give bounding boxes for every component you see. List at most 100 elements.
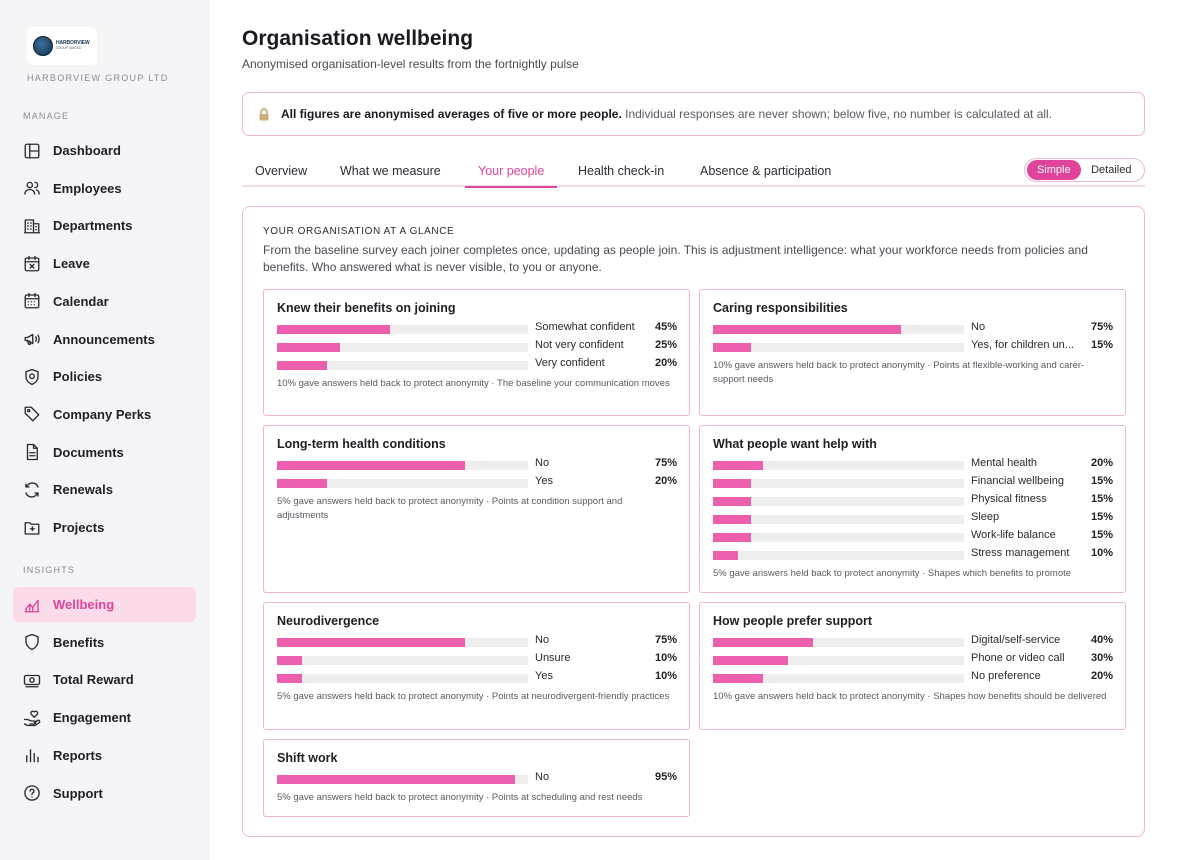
tab-your-people[interactable]: Your people [465, 155, 558, 188]
sidebar-item-calendar[interactable]: Calendar [13, 284, 196, 319]
bar-fill [713, 674, 763, 683]
bar-row: No 95% [277, 770, 677, 788]
bar-label: Unsure [535, 652, 571, 664]
bar-row: Phone or video call 30% [713, 651, 1113, 669]
bar-label: Work-life balance [971, 529, 1056, 541]
bar-fill [713, 497, 751, 506]
tab-what-we-measure[interactable]: What we measure [340, 163, 441, 178]
sidebar-item-engagement[interactable]: Engagement [13, 700, 196, 735]
bar-track [277, 461, 528, 470]
bar-fill [713, 479, 751, 488]
bar-row: Stress management 10% [713, 546, 1113, 564]
bar-row: No 75% [713, 320, 1113, 338]
bar-fill [713, 515, 751, 524]
money-icon [23, 671, 41, 689]
bar-row: Yes, for children un... 15% [713, 338, 1113, 356]
bar-fill [277, 775, 515, 784]
bar-row: Mental health 20% [713, 456, 1113, 474]
card-note: 10% gave answers held back to protect an… [277, 378, 670, 389]
bar-track [713, 343, 964, 352]
folder-icon [23, 519, 41, 537]
bar-track [277, 656, 528, 665]
bar-track [713, 533, 964, 542]
sidebar-item-employees[interactable]: Employees [13, 171, 196, 206]
bar-track [277, 479, 528, 488]
bar-label: Yes [535, 670, 553, 682]
bar-label: Yes, for children un... [971, 339, 1074, 351]
trend-icon [23, 596, 41, 614]
sidebar-item-dashboard[interactable]: Dashboard [13, 133, 196, 168]
bar-fill [713, 638, 813, 647]
bar-track [713, 551, 964, 560]
bar-percent: 45% [654, 321, 677, 333]
toggle-simple[interactable]: Simple [1027, 160, 1081, 180]
tag-icon [23, 405, 41, 423]
tab-health-check-in[interactable]: Health check-in [578, 163, 665, 178]
bar-track [277, 775, 528, 784]
sidebar-item-leave[interactable]: Leave [13, 246, 196, 281]
section-label-manage: MANAGE [23, 111, 70, 121]
stat-card: Long-term health conditions No 75% Yes 20% 5%… [263, 425, 690, 593]
bar-label: Very confident [535, 357, 605, 369]
sidebar-item-benefits[interactable]: Benefits [13, 625, 196, 660]
sidebar-item-projects[interactable]: Projects [13, 510, 196, 545]
bar-fill [277, 674, 302, 683]
bar-label: Somewhat confident [535, 321, 635, 333]
bar-percent: 20% [654, 475, 677, 487]
sidebar-item-label: Leave [53, 256, 90, 272]
bar-label: No [971, 321, 986, 333]
card-title: Shift work [277, 751, 338, 765]
bar-percent: 40% [1090, 634, 1113, 646]
sidebar-item-renewals[interactable]: Renewals [13, 472, 196, 507]
bar-fill [277, 638, 465, 647]
bar-row: Very confident 20% [277, 356, 677, 374]
document-icon [23, 443, 41, 461]
logo-emblem [33, 36, 53, 56]
refresh-icon [23, 481, 41, 499]
card-title: What people want help with [713, 437, 877, 451]
sidebar-item-total-reward[interactable]: Total Reward [13, 662, 196, 697]
stat-card: What people want help with Mental health 2… [699, 425, 1126, 593]
bar-label: Sleep [971, 511, 1000, 523]
sidebar-item-label: Support [53, 785, 103, 801]
sidebar-item-wellbeing[interactable]: Wellbeing [13, 587, 196, 622]
view-toggle: Simple Detailed [1024, 158, 1145, 182]
sidebar-item-label: Renewals [53, 482, 113, 498]
bar-label: Digital/self-service [971, 634, 1061, 646]
tab-absence-participation[interactable]: Absence & participation [700, 163, 832, 178]
bar-label: No [535, 457, 550, 469]
bar-percent: 15% [1090, 339, 1113, 351]
sidebar-item-label: Engagement [53, 710, 132, 726]
sidebar-item-departments[interactable]: Departments [13, 208, 196, 243]
bar-percent: 10% [654, 652, 677, 664]
users-icon [23, 179, 41, 197]
bar-row: Not very confident 25% [277, 338, 677, 356]
megaphone-icon [23, 330, 41, 348]
sidebar-item-support[interactable]: Support [13, 776, 196, 811]
sidebar-item-company-perks[interactable]: Company Perks [13, 397, 196, 432]
bar-percent: 75% [654, 634, 677, 646]
bar-percent: 10% [654, 670, 677, 682]
card-note: 10% gave answers held back to protect an… [713, 360, 1085, 385]
sidebar-item-policies[interactable]: Policies [13, 359, 196, 394]
toggle-detailed[interactable]: Detailed [1091, 164, 1132, 176]
bar-percent: 95% [654, 771, 677, 783]
sidebar-item-announcements[interactable]: Announcements [13, 322, 196, 357]
bar-track [277, 343, 528, 352]
tab-overview[interactable]: Overview [255, 163, 308, 178]
bar-percent: 15% [1090, 475, 1113, 487]
bar-fill [713, 343, 751, 352]
bar-fill [277, 361, 327, 370]
bar-fill [277, 479, 327, 488]
card-note: 5% gave answers held back to protect ano… [277, 691, 670, 702]
shield-outline-icon [23, 633, 41, 651]
card-title: Neurodivergence [277, 614, 380, 628]
bar-track [713, 497, 964, 506]
sidebar-item-label: Departments [53, 218, 133, 234]
sidebar-item-documents[interactable]: Documents [13, 435, 196, 470]
bar-fill [277, 325, 390, 334]
sidebar-item-reports[interactable]: Reports [13, 738, 196, 773]
hand-heart-icon [23, 709, 41, 727]
stat-card: Caring responsibilities No 75% Yes, for chi… [699, 289, 1126, 416]
bar-percent: 75% [1090, 321, 1113, 333]
